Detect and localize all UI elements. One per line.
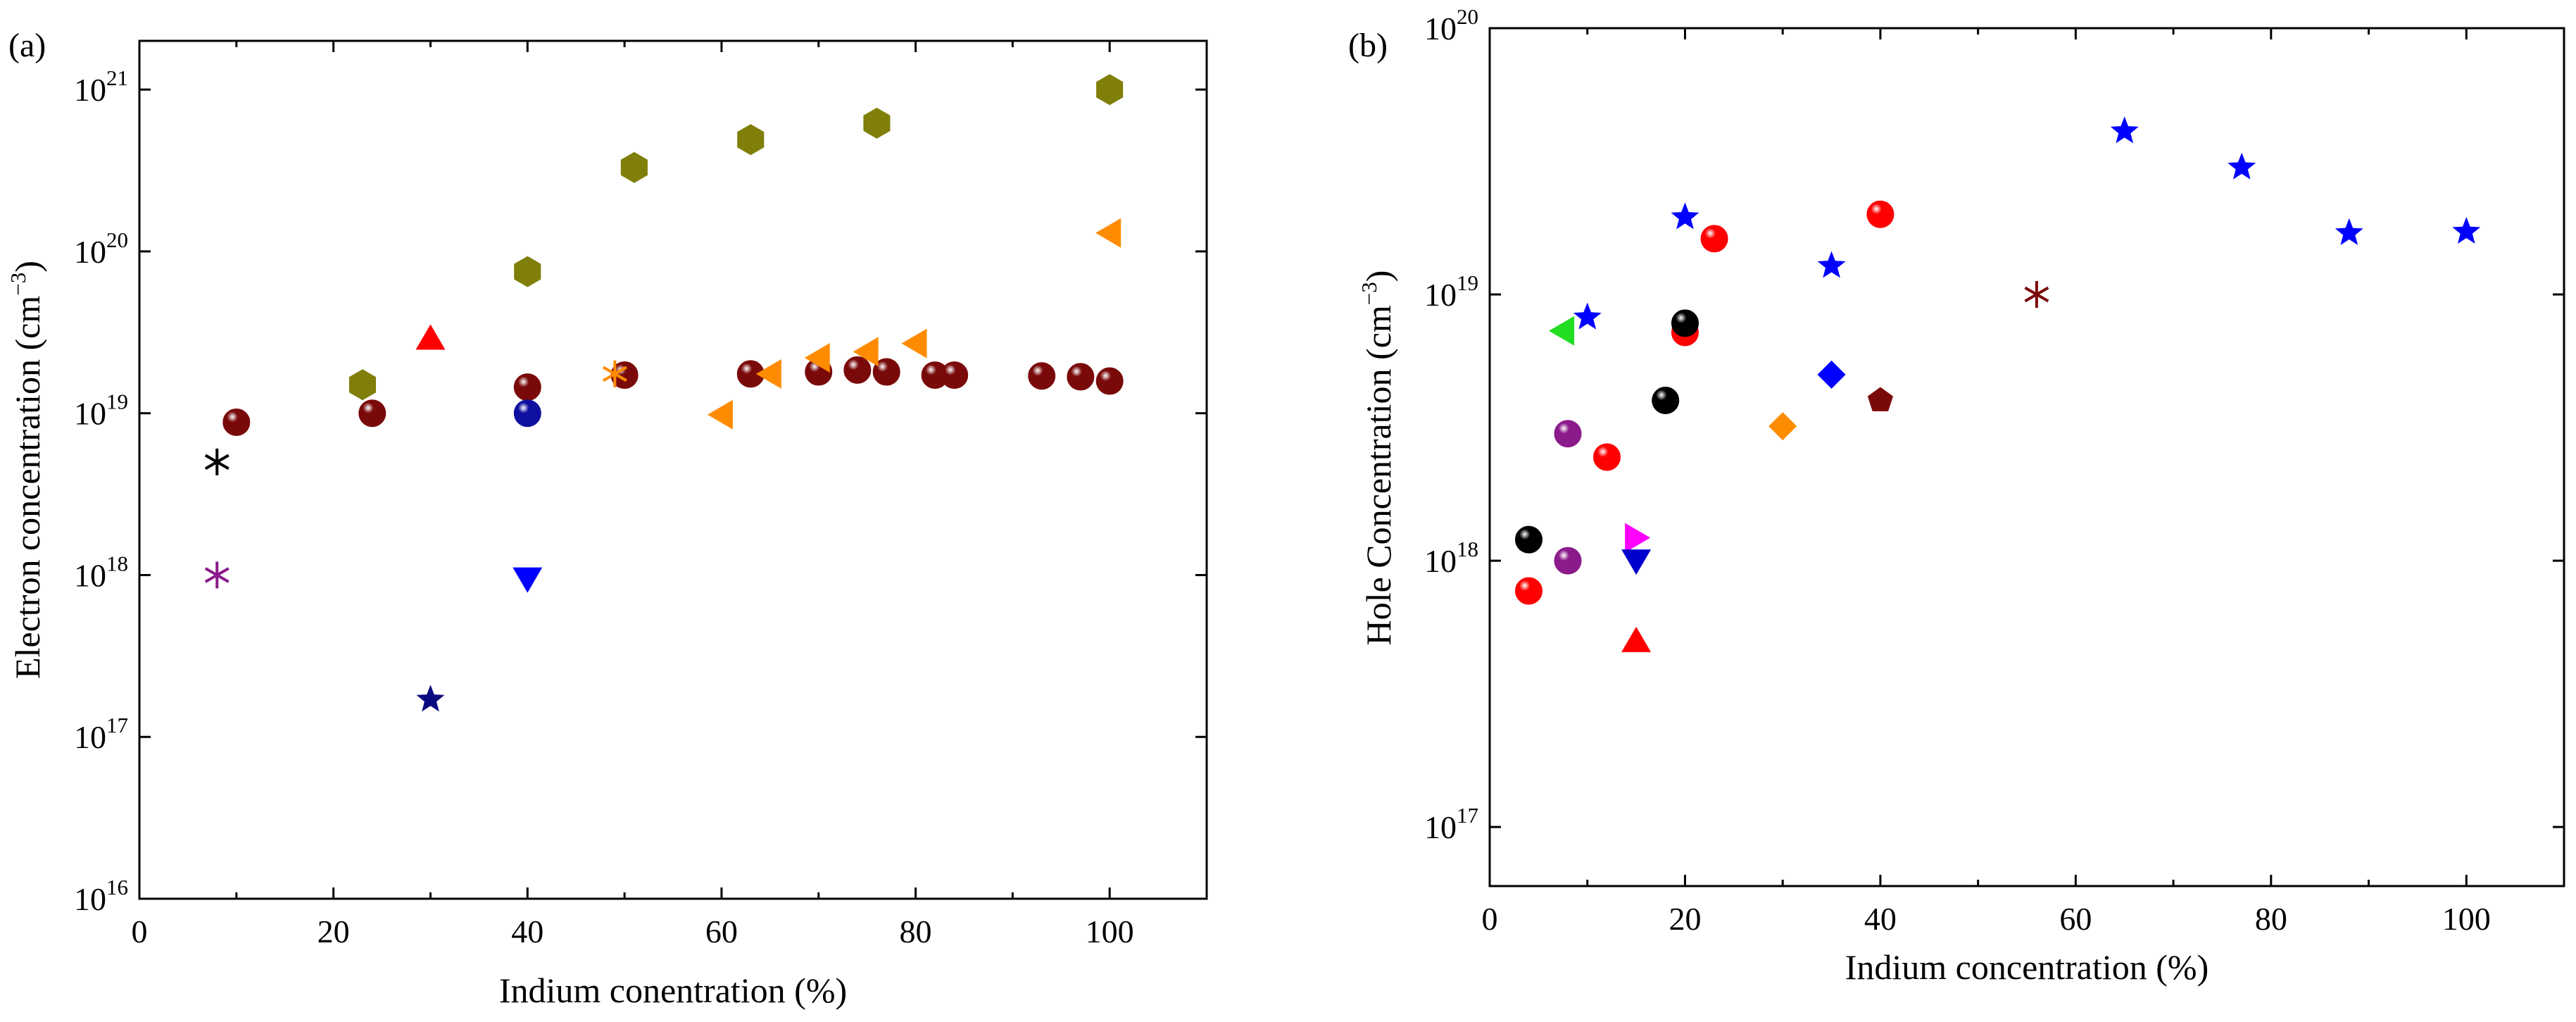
panel-a-y-label-exponent: −3 xyxy=(6,273,30,296)
panel-a-point-dark-red-spheres xyxy=(358,399,387,428)
panel-b-point-magenta-right-triangle xyxy=(1625,523,1651,553)
panel-a-label: (a) xyxy=(8,27,46,64)
panel-a-point-olive-hexagons xyxy=(863,107,891,139)
panel-b-point-purple-spheres xyxy=(1554,420,1582,448)
panel-b-y-tick-label: 1018 xyxy=(1424,537,1478,579)
panel-b-ticks: 0 20 40 60 80 100 1017 1018 1019 1020 xyxy=(1424,4,2564,937)
panel-a-y-tick-label: 1021 xyxy=(74,66,128,108)
panel-b-point-red-spheres xyxy=(1514,577,1543,605)
panel-b-y-tick-label: 1017 xyxy=(1424,803,1478,845)
panel-a-point-orange-left-triangles xyxy=(853,337,879,367)
panel-a-y-label-close: ) xyxy=(8,261,47,273)
panel-b-y-label-exponent: −3 xyxy=(1357,282,1381,305)
panel-a-x-tick-label: 40 xyxy=(511,914,544,949)
panel-a-point-olive-hexagons xyxy=(1096,74,1124,106)
panel-a-point-navy-star xyxy=(416,685,445,712)
panel-b-point-red-spheres xyxy=(1592,443,1621,471)
panel-a-x-tick-label: 60 xyxy=(705,914,738,949)
panel-b-x-axis-label: Indium concentration (%) xyxy=(1845,947,2209,987)
panel-b-x-tick-label: 100 xyxy=(2442,901,2491,937)
panel-a-point-dark-red-spheres xyxy=(872,358,900,386)
panel-b-point-black-spheres xyxy=(1671,309,1699,337)
panel-a-point-olive-hexagons xyxy=(620,151,648,183)
panel-b-point-orange-diamond xyxy=(1768,412,1797,441)
panel-a-point-olive-hexagons xyxy=(514,256,541,287)
panel-a-point-orange-left-triangles xyxy=(1095,218,1121,248)
panel-a-x-tick-label: 0 xyxy=(132,914,148,949)
panel-b-point-blue-stars xyxy=(1817,251,1846,278)
panel-b-point-dark-red-asterisk xyxy=(2024,281,2049,309)
panel-a-x-tick-label: 20 xyxy=(318,914,350,949)
panel-a-y-tick-label: 1018 xyxy=(74,551,128,593)
panel-b-x-tick-label: 80 xyxy=(2255,901,2287,937)
panel-a-data-points xyxy=(204,74,1124,712)
panel-b-y-axis-label: Hole Concentration (cm−3) xyxy=(1357,270,1398,646)
panel-b-point-green-left-triangle xyxy=(1549,316,1575,346)
panel-a-point-purple-asterisk xyxy=(204,561,230,589)
panel-b-data-points xyxy=(1514,116,2481,652)
panel-b-point-black-spheres xyxy=(1652,386,1680,414)
panel-a-point-olive-hexagons xyxy=(737,124,765,156)
panel-b-point-black-spheres xyxy=(1514,525,1543,554)
panel-a-plot-frame xyxy=(138,39,1208,900)
panel-a-x-tick-label: 100 xyxy=(1086,914,1134,949)
panel-a-y-tick-label: 1016 xyxy=(74,875,128,917)
panel-a-point-dark-red-spheres xyxy=(1028,362,1056,390)
panel-a-point-dark-red-spheres xyxy=(1067,363,1095,391)
panel-b-point-blue-stars xyxy=(2452,217,2481,244)
panel-a-y-tick-label: 1017 xyxy=(74,713,128,755)
panel-b-x-tick-label: 60 xyxy=(2059,901,2092,937)
panel-b-point-purple-spheres xyxy=(1554,547,1582,575)
panel-b-hole-concentration: (b) 0 20 40 60 80 100 1017 1018 1019 1020 Indium … xyxy=(1348,4,2565,987)
panel-b-point-blue-diamond xyxy=(1817,360,1846,389)
panel-a-point-black-asterisk xyxy=(204,448,230,475)
panel-a-x-axis-label: Indium conentration (%) xyxy=(499,971,847,1010)
panel-b-y-label-main: Hole Concentration (cm xyxy=(1359,305,1398,645)
panel-b-y-label-close: ) xyxy=(1359,270,1398,282)
panel-a-point-orange-left-triangles xyxy=(707,399,733,430)
panel-b-point-red-up-triangle xyxy=(1621,626,1652,652)
panel-b-point-red-spheres xyxy=(1700,225,1728,253)
panel-a-electron-concentration: (a) 0 20 40 60 80 100 1016 1017 1018 1019 1020 1021… xyxy=(6,27,1208,1010)
panel-a-point-blue-sphere xyxy=(513,399,541,428)
panel-b-point-blue-stars xyxy=(1573,302,1602,330)
panel-b-x-tick-label: 20 xyxy=(1669,901,1701,937)
panel-a-point-dark-red-spheres xyxy=(843,356,872,384)
panel-b-y-tick-label: 1020 xyxy=(1424,4,1478,46)
panel-a-point-dark-red-spheres xyxy=(513,373,541,401)
panel-a-point-dark-red-spheres xyxy=(941,361,969,390)
panel-b-plot-frame xyxy=(1488,27,2565,887)
panel-b-point-blue-stars xyxy=(2110,116,2139,144)
panel-a-y-axis-label: Electron concentration (cm−3) xyxy=(6,261,47,679)
panel-a-point-dark-red-spheres xyxy=(1095,367,1124,395)
panel-a-y-label-main: Electron concentration (cm xyxy=(8,296,47,679)
panel-a-point-orange-left-triangles xyxy=(804,343,830,373)
panel-b-x-tick-label: 0 xyxy=(1482,901,1498,937)
panel-a-y-tick-label: 1019 xyxy=(74,390,128,432)
panel-b-y-tick-label: 1019 xyxy=(1424,270,1478,313)
panel-a-point-dark-red-spheres xyxy=(222,408,251,436)
panel-a-x-tick-label: 80 xyxy=(900,914,932,949)
panel-a-point-olive-hexagons xyxy=(348,369,376,401)
panel-a-ticks: 0 20 40 60 80 100 1016 1017 1018 1019 1020 1021 xyxy=(74,41,1207,949)
panel-a-y-tick-label: 1020 xyxy=(74,228,128,270)
panel-a-point-orange-asterisk xyxy=(602,360,627,387)
panel-b-point-blue-down-triangle xyxy=(1621,549,1652,575)
panel-a-point-red-triangle xyxy=(415,324,446,350)
panel-a-point-orange-left-triangles xyxy=(755,359,781,389)
panel-a-point-orange-left-triangles xyxy=(901,328,927,359)
panel-b-point-blue-stars xyxy=(1671,202,1699,230)
panel-b-point-blue-stars xyxy=(2335,218,2363,245)
panel-b-x-tick-label: 40 xyxy=(1864,901,1897,937)
panel-b-point-red-spheres xyxy=(1866,200,1895,228)
panel-b-label: (b) xyxy=(1348,27,1388,64)
panel-b-point-dark-red-pentagon xyxy=(1867,387,1893,411)
panel-a-point-blue-down-triangle xyxy=(513,567,543,593)
panel-b-point-blue-stars xyxy=(2228,152,2256,180)
